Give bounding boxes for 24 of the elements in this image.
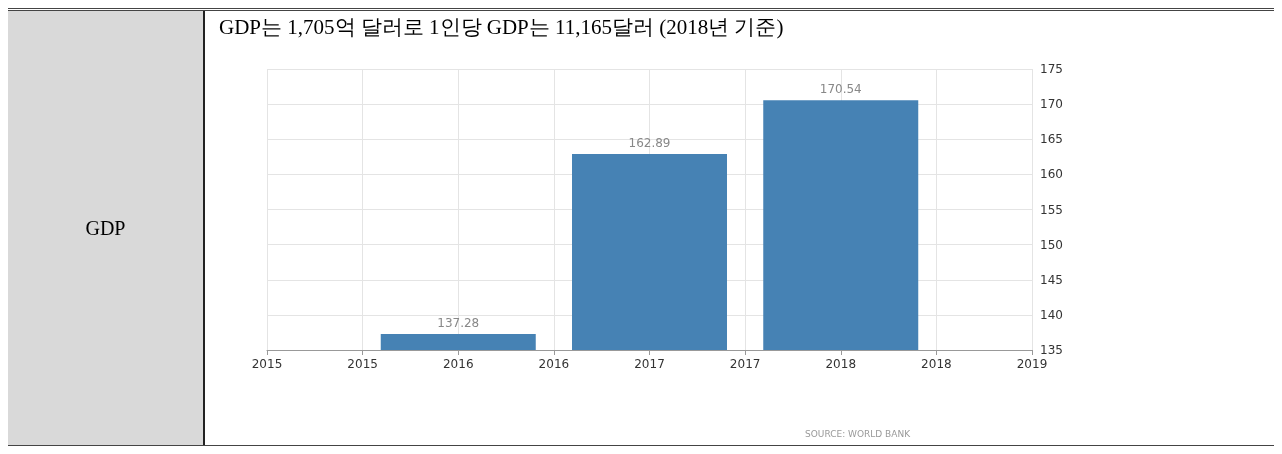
y-tick-label: 150: [1040, 237, 1063, 252]
y-tick-label: 160: [1040, 167, 1063, 182]
y-tick-label: 175: [1040, 62, 1063, 76]
source-note: SOURCE: WORLD BANK: [805, 429, 911, 439]
y-tick-label: 155: [1040, 202, 1063, 217]
x-tick-label: 2017: [634, 357, 665, 371]
y-tick-label: 145: [1040, 272, 1063, 287]
x-tick-label: 2018: [921, 357, 952, 371]
x-tick-label: 2018: [825, 357, 857, 371]
x-tick-label: 2017: [729, 357, 761, 371]
data-label: 137.28: [437, 315, 480, 330]
data-label: 170.54: [819, 82, 862, 97]
y-tick-label: 140: [1040, 307, 1063, 322]
y-tick-label: 165: [1040, 132, 1063, 147]
x-tick-label: 2016: [442, 357, 474, 371]
x-tick-label: 2015: [347, 357, 378, 371]
data-label: 162.89: [628, 136, 671, 151]
y-tick-label: 135: [1040, 343, 1063, 357]
x-tick-label: 2015: [251, 357, 283, 371]
y-tick-label: 170: [1040, 97, 1063, 112]
x-tick-label: 2016: [538, 357, 570, 371]
x-tick-label: 2019: [1016, 357, 1048, 371]
chart-title: GDP는 1,705억 달러로 1인당 GDP는 11,165달러 (2018년 기준): [218, 14, 785, 41]
text: GDP: [8, 11, 205, 445]
